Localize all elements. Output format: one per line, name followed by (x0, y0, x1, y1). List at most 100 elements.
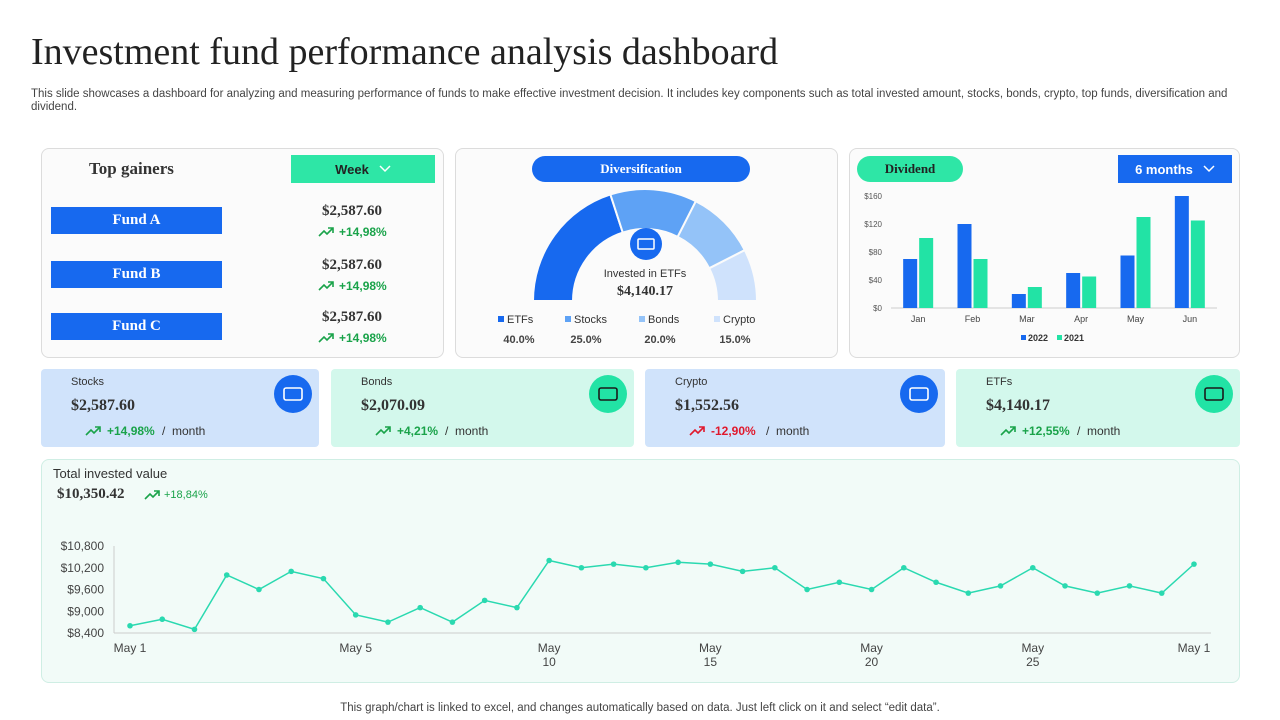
icon-glyph (283, 387, 303, 401)
line-point (417, 604, 423, 611)
x-tick-label: May 5 (339, 641, 373, 655)
trend-arrow (318, 333, 334, 343)
line-point (643, 564, 649, 571)
legend-swatch (498, 316, 504, 322)
kpi-card: Bonds $2,070.09 +4,21% / month (331, 369, 634, 447)
bar (1027, 287, 1042, 308)
x-tick-label: Apr (1074, 314, 1088, 324)
bar (1120, 255, 1135, 308)
chart-title: Dividend (857, 156, 963, 182)
bar (1136, 217, 1151, 308)
arrow-line (375, 426, 391, 436)
card-label: ETFs (986, 376, 1013, 388)
trend-arrow (1000, 426, 1016, 436)
total-invested-panel: $8,400 $9,000 $9,600 $10,200 $10,800 Total i… (41, 459, 1240, 683)
card-label: Stocks (71, 376, 105, 388)
legend-label: 2022 (1028, 333, 1048, 343)
x-tick-label: May 15 (699, 641, 722, 669)
period-dropdown[interactable]: 6 months (1118, 155, 1232, 183)
card-icon (1195, 375, 1233, 413)
arrow-head (328, 333, 334, 339)
legend-label: 2021 (1064, 333, 1084, 343)
gauge-segment (531, 193, 625, 302)
bar (957, 224, 972, 308)
trend-arrow (375, 426, 391, 436)
line-point (223, 572, 230, 578)
bar (1190, 220, 1205, 308)
line-point (159, 616, 166, 623)
chevron (1203, 165, 1215, 173)
y-tick-label: $8,400 (67, 626, 104, 640)
card-value: $4,140.17 (986, 397, 1050, 414)
chart-title: Diversification (532, 156, 750, 182)
y-tick-label: $9,000 (67, 604, 104, 618)
bar (1011, 294, 1026, 308)
legend-swatch (565, 316, 571, 322)
kpi-card: ETFs $4,140.17 +12,55% / month (956, 369, 1240, 447)
fund-change: +14,98% (339, 225, 387, 239)
center-icon (630, 228, 662, 260)
legend-label: Crypto (723, 314, 755, 326)
line-point (933, 579, 939, 586)
line-point (901, 564, 907, 571)
arrow-line (1000, 426, 1016, 436)
x-tick-label: May 1 (113, 641, 147, 655)
gauge-chart: ETFs 40.0% Stocks 25.0% Bonds 20.0% Crypto 15.0… (498, 188, 759, 346)
bar (919, 238, 934, 308)
center-label: Invested in ETFs (604, 268, 687, 280)
fund-button[interactable]: Fund A (51, 207, 222, 234)
x-tick-label: May 1 (1177, 641, 1211, 655)
line-point (578, 564, 585, 571)
center-value: $4,140.17 (617, 284, 673, 299)
value-label: 40.0% (503, 334, 534, 346)
x-tick-label: May (1127, 314, 1145, 324)
chevron (379, 165, 391, 173)
line-point (256, 586, 262, 593)
line-point (449, 619, 456, 625)
icon-circle (274, 375, 312, 413)
kpi-card: Crypto $1,552.56 -12,90% / month (645, 369, 945, 447)
total-change: +18,84% (164, 489, 208, 501)
x-tick-label: May 25 (1021, 641, 1045, 669)
icon-circle (900, 375, 938, 413)
y-tick-label: $10,800 (61, 539, 105, 553)
line-point (481, 597, 488, 604)
legend-swatch (639, 316, 645, 322)
y-tick-label: $80 (869, 248, 883, 257)
arrow-head (95, 426, 101, 432)
fund-change: +14,98% (339, 331, 387, 345)
line-point (352, 612, 359, 618)
line-point (675, 559, 681, 566)
x-tick-label: Jan (911, 314, 926, 324)
card-label: Bonds (361, 376, 393, 388)
line-point (288, 568, 295, 575)
card-icon (589, 375, 627, 413)
chart-title: Total invested value (53, 466, 168, 481)
icon-circle (589, 375, 627, 413)
arrow-head (699, 426, 705, 432)
x-tick-label: Mar (1019, 314, 1035, 324)
trend-arrow (318, 227, 334, 237)
bar (973, 259, 988, 308)
y-tick-label: $160 (864, 192, 882, 201)
value-label: 20.0% (644, 334, 675, 346)
value-label: 25.0% (570, 334, 601, 346)
kpi-card: Stocks $2,587.60 +14,98% / month (41, 369, 319, 447)
period-dropdown[interactable]: Week (291, 155, 435, 183)
line-series (129, 559, 1195, 631)
value-label: 15.0% (719, 334, 750, 346)
line-point (997, 583, 1004, 589)
line-point (320, 575, 327, 582)
fund-button[interactable]: Fund B (51, 261, 222, 288)
y-tick-label: $10,200 (61, 561, 105, 575)
card-period: / month (766, 424, 810, 438)
line-point (1062, 583, 1068, 589)
fund-button[interactable]: Fund C (51, 313, 222, 340)
y-tick-label: $120 (864, 220, 882, 229)
icon-glyph (1204, 387, 1224, 401)
trend-arrow (85, 426, 101, 436)
line-point (385, 619, 391, 625)
center-icon-glyph (637, 238, 655, 250)
line-point (514, 604, 520, 611)
